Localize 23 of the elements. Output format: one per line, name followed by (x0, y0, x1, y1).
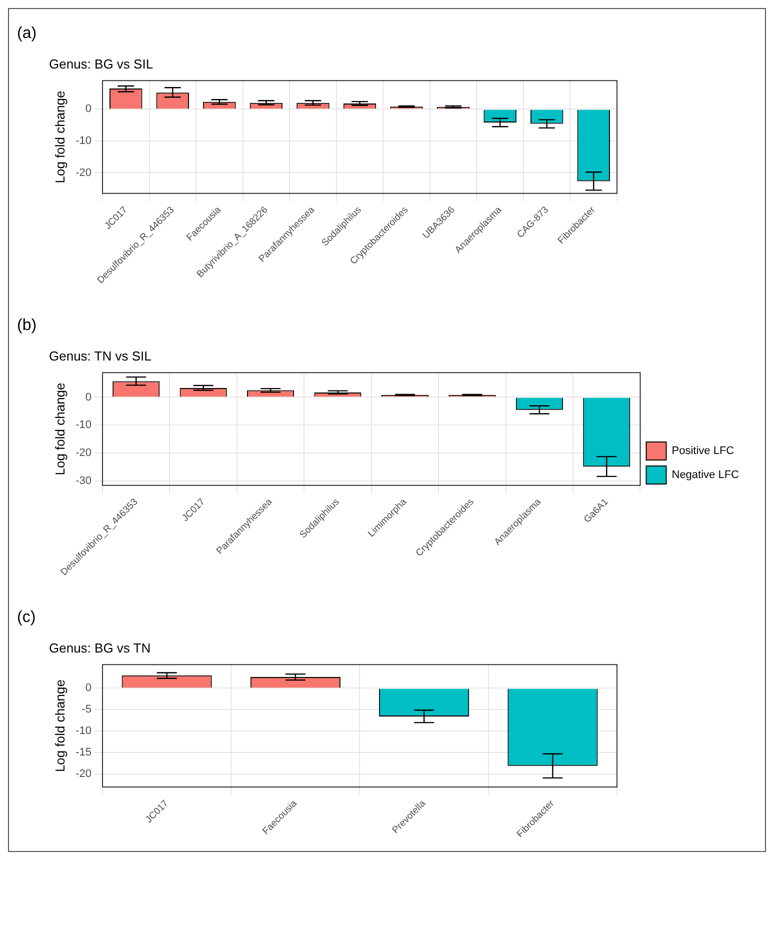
y-tick-label: 0 (85, 391, 92, 404)
chart-title: Genus: BG vs TN (49, 640, 151, 656)
y-axis-title: Log fold change (52, 382, 68, 476)
y-tick-label: -20 (76, 447, 92, 460)
chart-title: Genus: TN vs SIL (49, 348, 152, 364)
y-axis-title: Log fold change (52, 90, 68, 184)
y-tick-label: -30 (76, 475, 92, 488)
y-tick-label: 0 (85, 103, 92, 116)
y-tick-label: -10 (76, 134, 92, 147)
y-tick-label: 0 (85, 682, 92, 694)
y-tick-label: -10 (76, 725, 92, 738)
legend-label: Negative LFC (672, 469, 740, 482)
y-tick-label: -20 (76, 768, 92, 780)
y-tick-label: -20 (76, 166, 92, 179)
y-axis-title: Log fold change (52, 680, 68, 772)
legend-label: Positive LFC (672, 445, 734, 458)
y-tick-label: -15 (76, 746, 92, 759)
y-tick-label: -10 (76, 419, 92, 432)
chart-title: Genus: BG vs SIL (49, 56, 154, 72)
text: (c) (17, 609, 37, 627)
text: (a) (17, 25, 38, 43)
text: (b) (17, 317, 38, 335)
y-tick-label: -5 (82, 704, 92, 716)
